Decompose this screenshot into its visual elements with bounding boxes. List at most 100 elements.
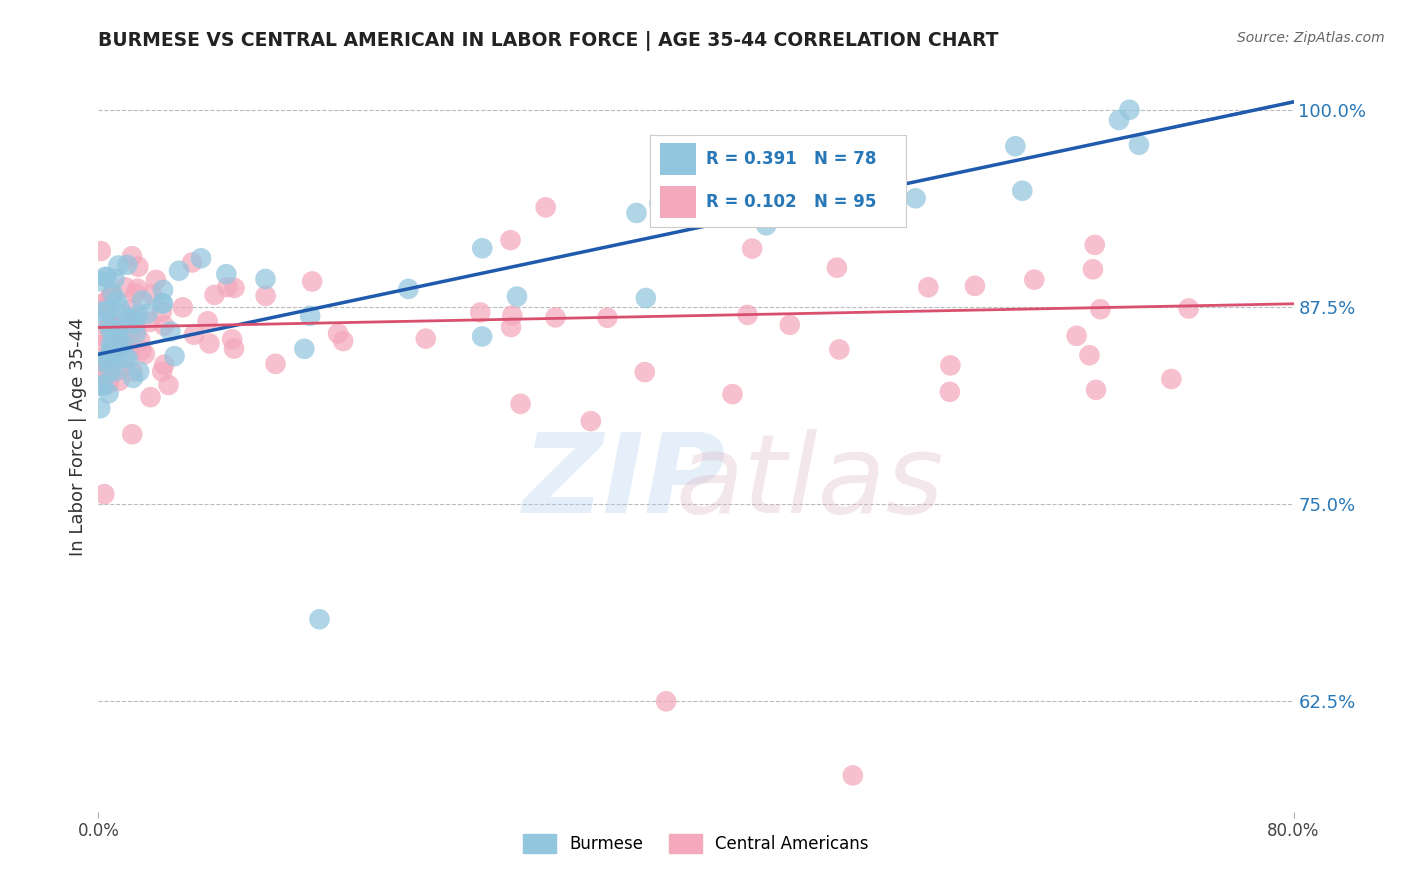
Point bbox=[299, 309, 322, 323]
Legend: Burmese, Central Americans: Burmese, Central Americans bbox=[516, 827, 876, 860]
Point bbox=[103, 340, 125, 354]
Point bbox=[197, 314, 219, 328]
Point bbox=[114, 351, 136, 366]
Point bbox=[108, 374, 131, 388]
Point bbox=[181, 255, 204, 269]
Point bbox=[104, 318, 127, 332]
Point bbox=[183, 327, 205, 342]
Point bbox=[471, 241, 494, 255]
Point bbox=[648, 196, 671, 211]
Point bbox=[104, 365, 127, 379]
Point bbox=[150, 364, 173, 378]
Point bbox=[105, 336, 128, 351]
Point bbox=[1078, 348, 1101, 362]
Point bbox=[741, 242, 763, 256]
Point bbox=[1128, 137, 1150, 152]
Point bbox=[107, 259, 129, 273]
Point bbox=[94, 314, 117, 328]
Point bbox=[917, 280, 939, 294]
Point bbox=[501, 309, 523, 323]
Point bbox=[127, 260, 149, 274]
Point bbox=[101, 343, 124, 358]
Point bbox=[254, 272, 277, 286]
Point bbox=[159, 325, 181, 339]
Point bbox=[904, 191, 927, 205]
Point bbox=[124, 317, 146, 331]
Point bbox=[89, 351, 111, 366]
Text: N = 95: N = 95 bbox=[814, 193, 876, 211]
Point bbox=[190, 252, 212, 266]
Point bbox=[96, 270, 118, 285]
Point bbox=[254, 289, 277, 303]
Point bbox=[845, 161, 868, 175]
Point bbox=[471, 329, 494, 343]
Text: R = 0.391: R = 0.391 bbox=[706, 150, 797, 168]
Point bbox=[93, 379, 115, 393]
Point bbox=[224, 281, 246, 295]
Point bbox=[859, 142, 882, 156]
Point bbox=[1004, 139, 1026, 153]
Point bbox=[131, 293, 153, 308]
Point bbox=[104, 330, 127, 344]
Point bbox=[96, 352, 118, 367]
Point bbox=[152, 283, 174, 297]
Point bbox=[100, 336, 122, 351]
Point bbox=[97, 303, 120, 318]
Point bbox=[204, 288, 226, 302]
Point bbox=[301, 275, 323, 289]
Point bbox=[153, 318, 176, 333]
Point bbox=[167, 264, 190, 278]
Point bbox=[124, 312, 146, 326]
Point bbox=[221, 332, 243, 346]
Y-axis label: In Labor Force | Age 35-44: In Labor Force | Age 35-44 bbox=[69, 318, 87, 557]
Point bbox=[125, 322, 148, 336]
Point bbox=[101, 347, 124, 361]
Point bbox=[91, 329, 114, 343]
Point bbox=[91, 297, 114, 311]
Point bbox=[97, 386, 120, 401]
Point bbox=[127, 282, 149, 296]
Point bbox=[107, 327, 129, 342]
Point bbox=[655, 694, 678, 708]
Point bbox=[415, 332, 437, 346]
Point bbox=[103, 345, 125, 359]
Point bbox=[114, 280, 136, 294]
Point bbox=[125, 326, 148, 341]
Point bbox=[128, 364, 150, 378]
Point bbox=[89, 401, 111, 416]
Point bbox=[89, 354, 111, 368]
Point bbox=[963, 279, 986, 293]
Point bbox=[121, 312, 143, 326]
Point bbox=[737, 308, 759, 322]
Point bbox=[1081, 262, 1104, 277]
Point bbox=[264, 357, 287, 371]
Point bbox=[1024, 273, 1046, 287]
Point bbox=[138, 315, 160, 329]
Point bbox=[98, 323, 121, 337]
Text: R = 0.102: R = 0.102 bbox=[706, 193, 797, 211]
Point bbox=[105, 323, 128, 337]
Point bbox=[139, 390, 162, 404]
Point bbox=[544, 310, 567, 325]
Point bbox=[104, 346, 127, 360]
Point bbox=[136, 307, 159, 321]
Point bbox=[217, 280, 239, 294]
Point bbox=[872, 165, 894, 179]
Point bbox=[534, 200, 557, 214]
Text: atlas: atlas bbox=[675, 428, 943, 535]
Point bbox=[398, 282, 420, 296]
Point bbox=[308, 612, 330, 626]
Point bbox=[939, 384, 962, 399]
Point bbox=[100, 288, 122, 302]
Point bbox=[97, 319, 120, 334]
Point bbox=[150, 296, 173, 310]
Point bbox=[634, 291, 657, 305]
Point bbox=[842, 768, 865, 782]
Point bbox=[100, 333, 122, 347]
Point bbox=[152, 296, 174, 310]
Point bbox=[222, 342, 245, 356]
Bar bbox=[659, 143, 696, 176]
Point bbox=[198, 336, 221, 351]
Point bbox=[1066, 329, 1088, 343]
Point bbox=[89, 274, 111, 288]
